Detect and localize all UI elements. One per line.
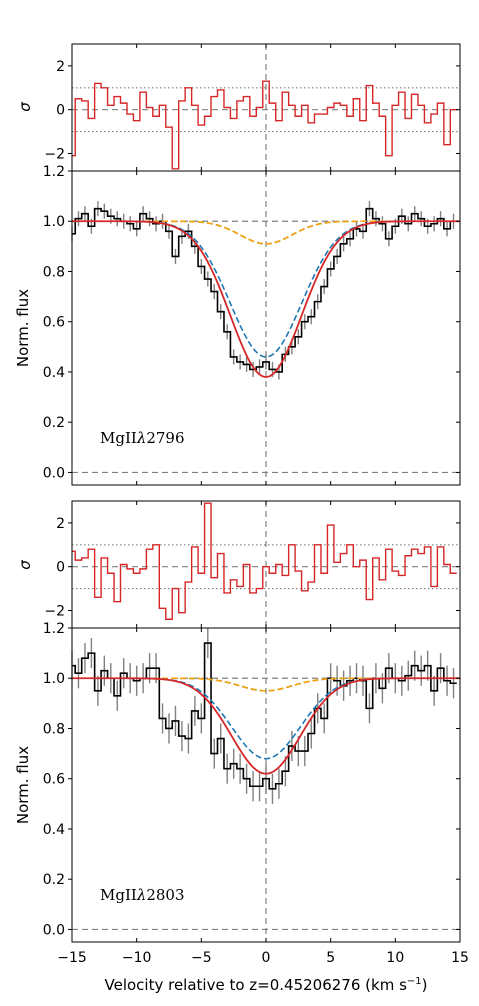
panel-2796-spectrum-ytick-label: 1.2 (43, 164, 65, 180)
panel-2796-model-total (72, 220, 460, 378)
panel-2803-residual-y-ticks: 2 0 −2 (44, 501, 461, 628)
panel-2803-residual-ylabel: σ (16, 560, 34, 570)
panel-2796-ion-label: MgIIλ2796 (100, 429, 185, 447)
x-tick-label: 0 (262, 950, 271, 966)
panel-2803-ion-prefix: MgII (100, 886, 137, 904)
panel-2803-residual: 2 0 −2 σ (16, 500, 461, 629)
panel-2803-spectrum-plot (71, 628, 460, 942)
panel-2796-ion-wave: 2796 (146, 429, 184, 447)
panel-2796-ion-lambda: λ (136, 429, 147, 447)
panel-2796-residual-ytick-label: 2 (56, 59, 65, 75)
panel-2796-spectrum: 0.0 0.2 0.4 0.6 0.8 1.0 1.2 Norm. flux MgIIλ27… (14, 164, 461, 486)
panel-2796-spectrum-y-ticks: 0.0 0.2 0.4 0.6 0.8 1.0 1.2 (43, 164, 461, 485)
panel-2803-ion-lambda: λ (136, 886, 147, 904)
panel-2803-spectrum-ytick-label: 0.4 (43, 822, 65, 838)
panel-2803-residual-ytick-label: 0 (56, 560, 65, 576)
panel-2803-spectrum-ytick-label: 0.0 (43, 922, 65, 938)
panel-2803-residual-series (72, 502, 457, 620)
panel-2796-ion-prefix: MgII (100, 429, 137, 447)
panel-2803-ion-label: MgIIλ2803 (100, 886, 185, 904)
x-tick-label: −15 (57, 950, 87, 966)
panel-2796-residual-ytick-label: −2 (44, 146, 65, 162)
panel-2796-spectrum-ytick-label: 1.0 (43, 214, 65, 230)
panel-2796-spectrum-ytick-label: 0.6 (43, 315, 65, 331)
x-tick-label: −5 (191, 950, 212, 966)
panel-2803-spectrum-ytick-label: 0.6 (43, 772, 65, 788)
panel-2796-spectrum-ytick-label: 0.0 (43, 465, 65, 481)
panel-2803-spectrum-ytick-label: 0.8 (43, 721, 65, 737)
x-axis-ticks: −15 −10 −5 0 5 10 15 (57, 950, 469, 966)
x-axis-label: Velocity relative to z=0.45206276 (km s−… (105, 976, 428, 994)
panel-2803-spectrum: 0.0 0.2 0.4 0.6 0.8 1.0 1.2 Norm. flux MgIIλ28… (14, 621, 461, 943)
panel-2796-data-series (72, 207, 457, 373)
x-tick-label: −10 (122, 950, 152, 966)
panel-2796-residual-plot (72, 44, 460, 171)
x-axis-label-end: ) (422, 976, 428, 994)
panel-2803-spectrum-ytick-label: 1.0 (43, 671, 65, 687)
panel-2803-model-total (72, 677, 460, 775)
panel-2796-spectrum-ytick-label: 0.8 (43, 264, 65, 280)
x-tick-label: 15 (451, 950, 469, 966)
panel-2803-spectrum-ylabel: Norm. flux (14, 746, 32, 824)
panel-2796-spectrum-plot (71, 171, 460, 485)
panel-2803-spectrum-ytick-label: 1.2 (43, 621, 65, 637)
x-axis-label-main: Velocity relative to z=0.45206276 (km s (105, 976, 408, 994)
x-tick-label: 10 (386, 950, 404, 966)
panel-2803-residual-plot (72, 501, 460, 628)
panel-2803-residual-ytick-label: 2 (56, 516, 65, 532)
panel-2796-residual-series (72, 80, 457, 170)
panel-2796-residual-ytick-label: 0 (56, 103, 65, 119)
panel-2796-residual: 2 0 −2 σ (16, 43, 461, 172)
panel-2796-residual-ylabel: σ (16, 102, 34, 112)
panel-2796-residual-y-ticks: 2 0 −2 (44, 44, 461, 171)
x-tick-label: 5 (326, 950, 335, 966)
panel-2803-residual-ytick-label: −2 (44, 603, 65, 619)
x-axis-label-sup: −1 (407, 976, 422, 987)
panel-2796-spectrum-ylabel: Norm. flux (14, 289, 32, 367)
panel-2803-spectrum-ytick-label: 0.2 (43, 872, 65, 888)
panel-2803-ion-wave: 2803 (146, 886, 184, 904)
panel-2803-spectrum-y-ticks: 0.0 0.2 0.4 0.6 0.8 1.0 1.2 (43, 621, 461, 942)
panel-2796-spectrum-ytick-label: 0.4 (43, 365, 65, 381)
panel-2796-spectrum-ytick-label: 0.2 (43, 415, 65, 431)
